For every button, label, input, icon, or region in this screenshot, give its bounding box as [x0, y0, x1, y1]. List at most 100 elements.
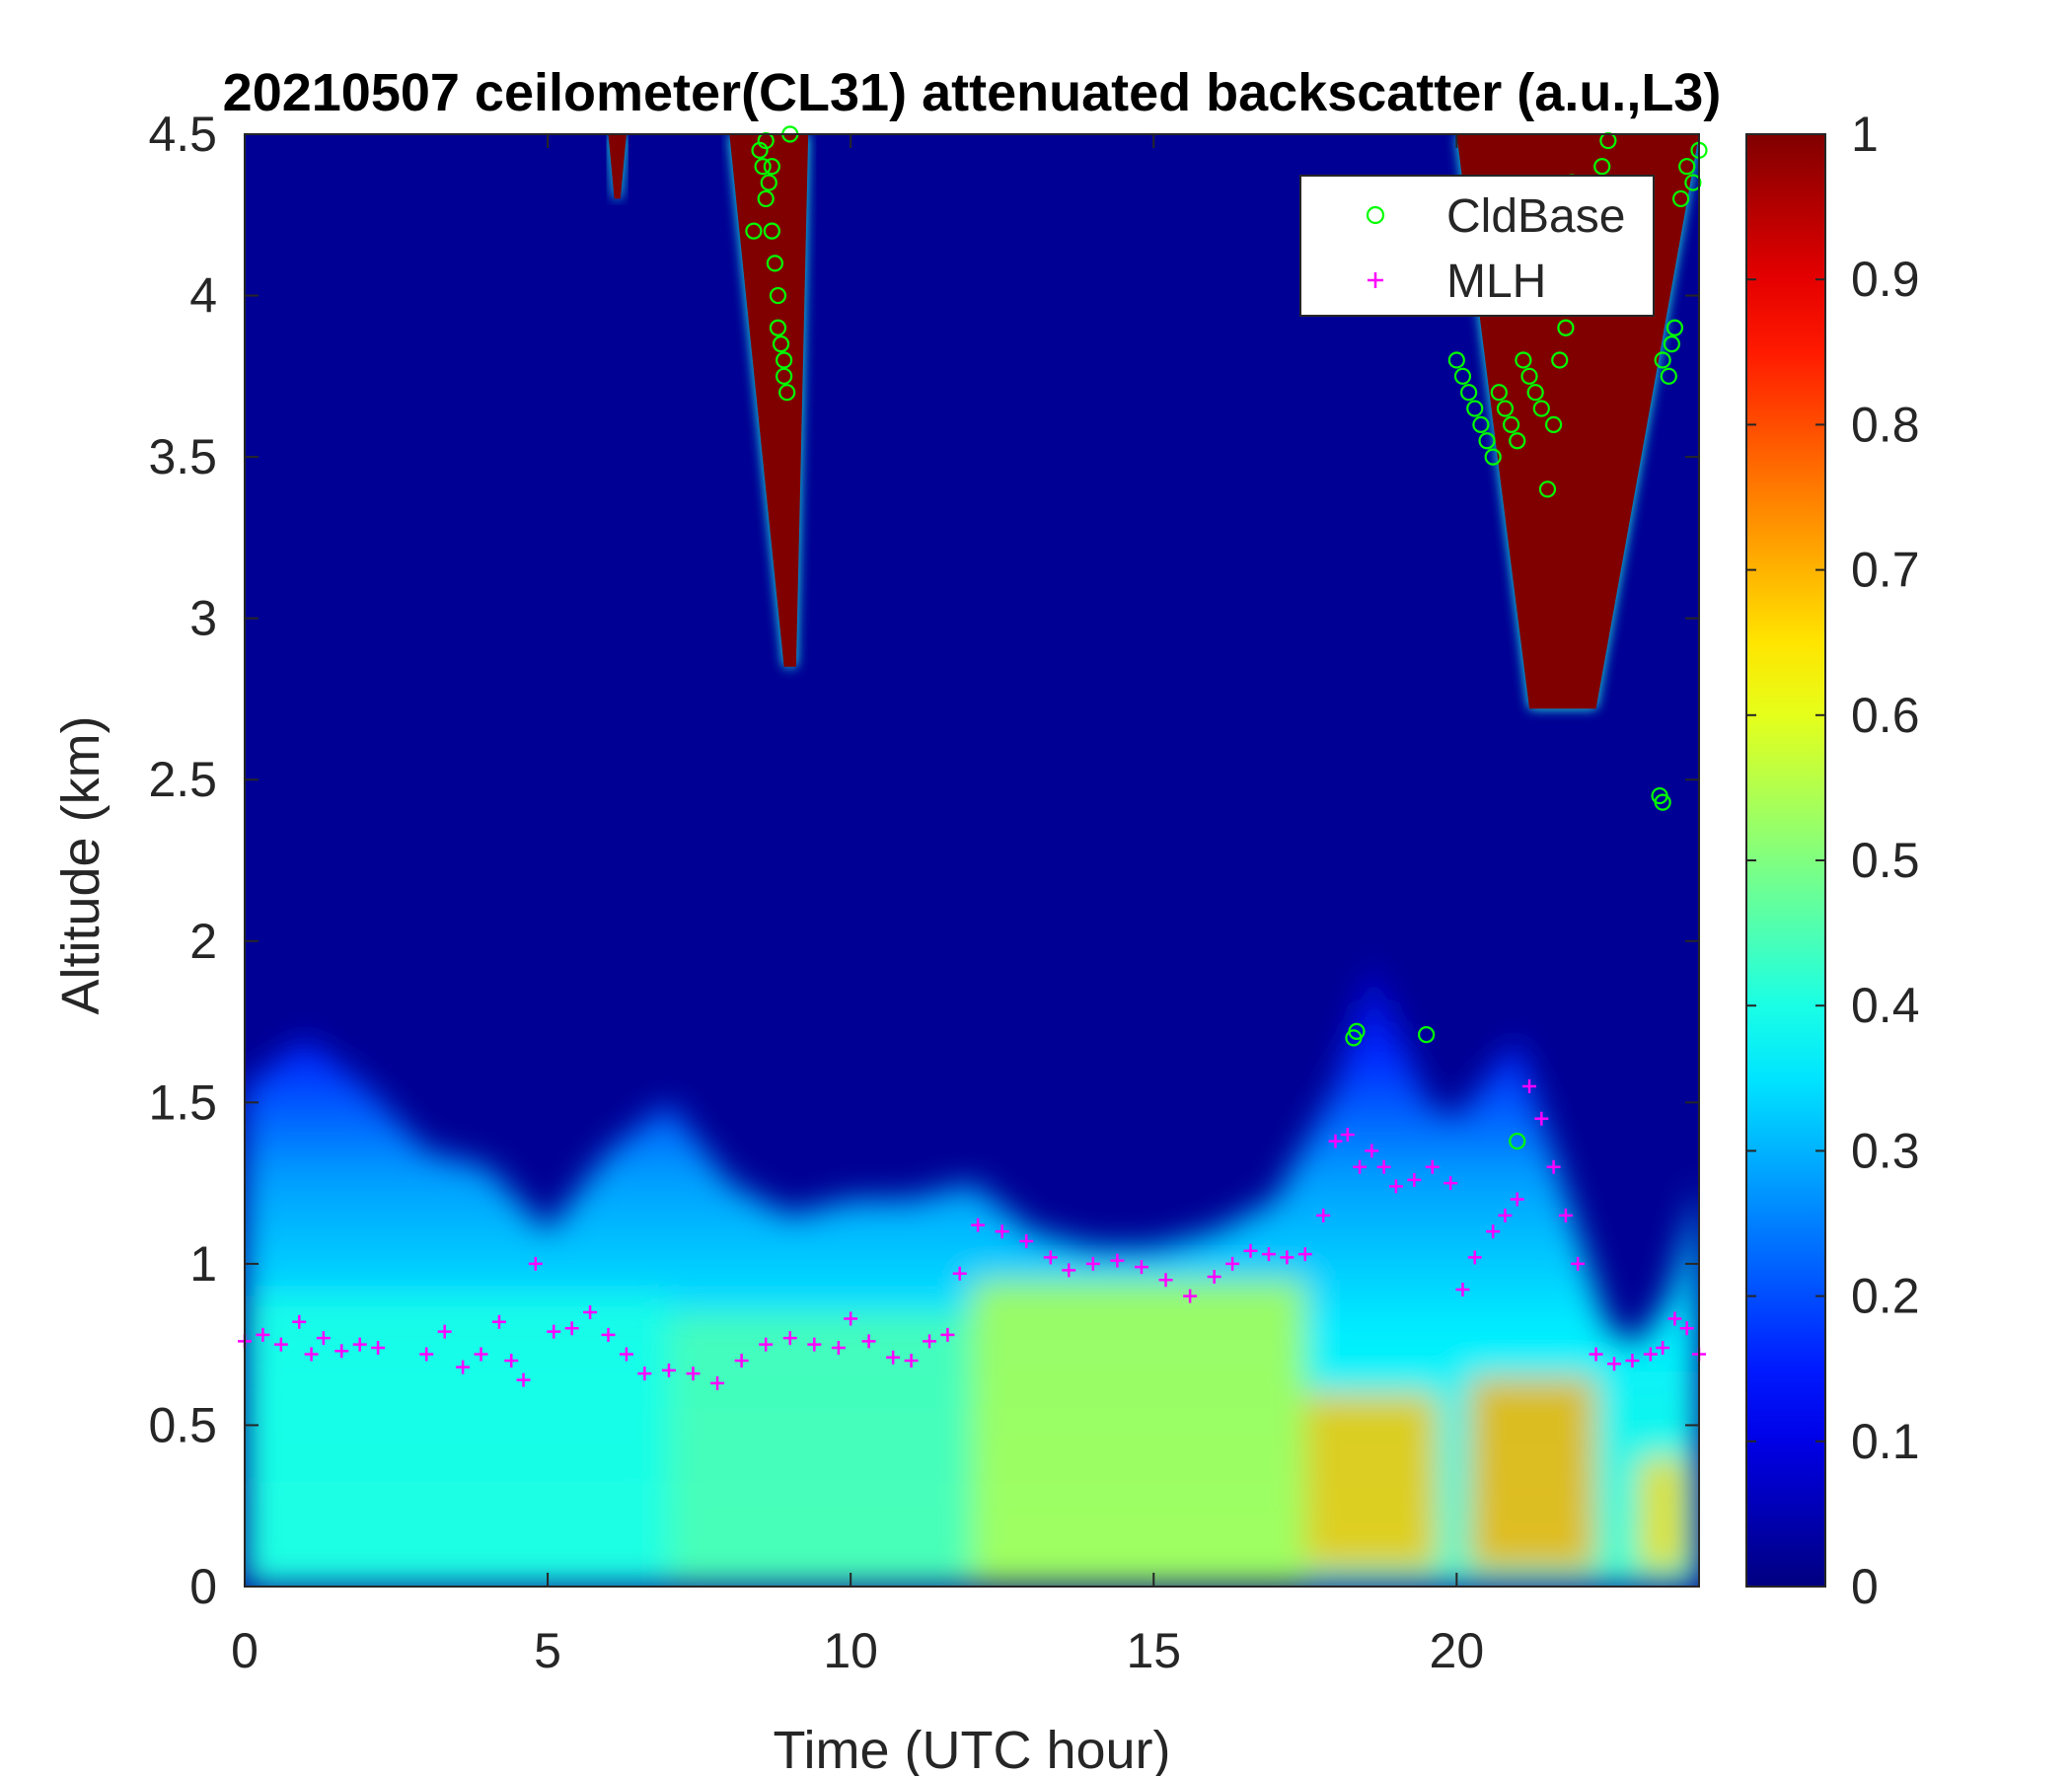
- cldbase-point: [1490, 384, 1508, 402]
- mlh-point: [759, 1337, 774, 1352]
- cldbase-point: [776, 351, 793, 369]
- aerosol-layer: [1638, 1457, 1687, 1571]
- mlh-point: [273, 1337, 288, 1352]
- mlh-point: [583, 1304, 598, 1319]
- mlh-point: [1534, 1111, 1549, 1126]
- x-tick-label: 0: [231, 1623, 259, 1678]
- mlh-point: [547, 1324, 561, 1339]
- cldbase-point: [1654, 793, 1671, 811]
- mlh-point: [1679, 1321, 1694, 1336]
- cldbase-point: [1678, 158, 1696, 176]
- mlh-point: [371, 1340, 386, 1355]
- cloud-group: [729, 134, 809, 667]
- cldbase-point: [1532, 400, 1550, 417]
- mlh-point: [1134, 1260, 1148, 1275]
- mlh-point: [1261, 1247, 1276, 1262]
- mlh-point: [904, 1354, 919, 1369]
- legend-entry-label: MLH: [1446, 256, 1546, 308]
- mlh-point: [1328, 1134, 1343, 1148]
- mlh-point: [1280, 1250, 1295, 1265]
- cloud-region: [729, 134, 809, 667]
- cldbase-point: [1665, 319, 1684, 336]
- cldbase-point: [1538, 481, 1557, 498]
- mlh-point: [940, 1327, 955, 1342]
- colorbar-tick-label: 0.9: [1851, 252, 1920, 307]
- mlh-point: [504, 1354, 519, 1369]
- aerosol-layer: [668, 1311, 972, 1587]
- colorbar-tick-label: 0.4: [1851, 978, 1920, 1033]
- y-tick-label: 4.5: [148, 107, 217, 162]
- mlh-point: [564, 1321, 579, 1336]
- cloud-region: [608, 134, 627, 199]
- mlh-point: [782, 1331, 797, 1346]
- cldbase-point: [745, 222, 763, 240]
- mlh-point: [1085, 1256, 1100, 1271]
- cldbase-point: [1503, 415, 1520, 433]
- y-axis: 0 0.5 1 1.5 2 2.5 3 3.5 4 4.5: [148, 107, 1699, 1614]
- colorbar-tick-label: 1: [1851, 107, 1879, 162]
- colorbar-tick-label: 0.2: [1851, 1269, 1920, 1324]
- colorbar-tick-label: 0: [1851, 1559, 1879, 1614]
- cldbase-point: [754, 158, 772, 176]
- mlh-point: [352, 1337, 367, 1352]
- legend-plus-marker: [1368, 272, 1383, 288]
- cldbase-point: [1593, 158, 1611, 176]
- colorbar-tick-label: 0.8: [1851, 397, 1920, 452]
- cldbase-point: [772, 335, 790, 353]
- mlh-point: [304, 1347, 319, 1362]
- mlh-point: [1510, 1192, 1524, 1207]
- plot-area: [238, 125, 1708, 1588]
- colorbar-scale: [1745, 133, 1826, 1588]
- cldbase-point: [1526, 384, 1544, 402]
- mlh-point: [1183, 1289, 1198, 1303]
- cldbase-point: [1551, 351, 1569, 369]
- mlh-point: [1062, 1263, 1076, 1278]
- y-tick-label: 0.5: [148, 1397, 217, 1452]
- mlh-point: [516, 1372, 531, 1387]
- mlh-point: [1043, 1250, 1058, 1265]
- mlh-point: [1340, 1128, 1355, 1143]
- cldbase-point: [766, 255, 783, 272]
- cldbase-point: [1472, 415, 1490, 433]
- colorbar-tick-label: 0.3: [1851, 1123, 1920, 1178]
- mlh-point: [1019, 1233, 1034, 1248]
- mlh-point: [1625, 1354, 1640, 1369]
- cldbase-point: [1460, 384, 1478, 402]
- cldbase-point: [1654, 351, 1671, 369]
- cldbase-point: [1509, 432, 1526, 450]
- mlh-point: [1558, 1208, 1573, 1222]
- mlh-point: [1455, 1283, 1470, 1297]
- cldbase-point: [778, 384, 796, 402]
- mlh-point: [474, 1347, 488, 1362]
- cldbase-point: [1509, 1132, 1526, 1150]
- mlh-point: [886, 1350, 901, 1365]
- mlh-point: [1376, 1159, 1391, 1174]
- cldbase-point: [769, 319, 787, 336]
- cldbase-point: [1660, 367, 1677, 385]
- colorbar-tick-label: 0.5: [1851, 833, 1920, 888]
- y-tick-label: 0: [189, 1559, 217, 1614]
- y-axis-label: Altitude (km): [51, 715, 111, 1014]
- aerosol-layer: [1304, 1392, 1439, 1571]
- mlh-point: [844, 1311, 858, 1326]
- cldbase-point: [1520, 367, 1538, 385]
- x-tick-label: 10: [823, 1623, 878, 1678]
- aerosol-layer: [972, 1280, 1305, 1587]
- cldbase-point: [1348, 1022, 1366, 1040]
- cloud-group: [608, 134, 627, 199]
- mlh-point: [1607, 1357, 1622, 1371]
- y-tick-label: 2.5: [148, 752, 217, 807]
- mlh-point: [686, 1367, 701, 1381]
- mlh-point: [1365, 1144, 1379, 1158]
- mlh-point: [1571, 1256, 1586, 1271]
- cldbase-point: [1466, 400, 1484, 417]
- mlh-point: [1353, 1159, 1368, 1174]
- mlh-point: [1425, 1159, 1440, 1174]
- cldbase-point: [1484, 448, 1502, 466]
- cldbase-point: [1684, 174, 1702, 191]
- colorbar-tick-label: 0.1: [1851, 1414, 1920, 1469]
- mlh-point: [1316, 1208, 1331, 1222]
- cldbase-point: [1418, 1026, 1436, 1044]
- cldbase-point: [776, 367, 793, 385]
- cldbase-point: [1671, 189, 1690, 208]
